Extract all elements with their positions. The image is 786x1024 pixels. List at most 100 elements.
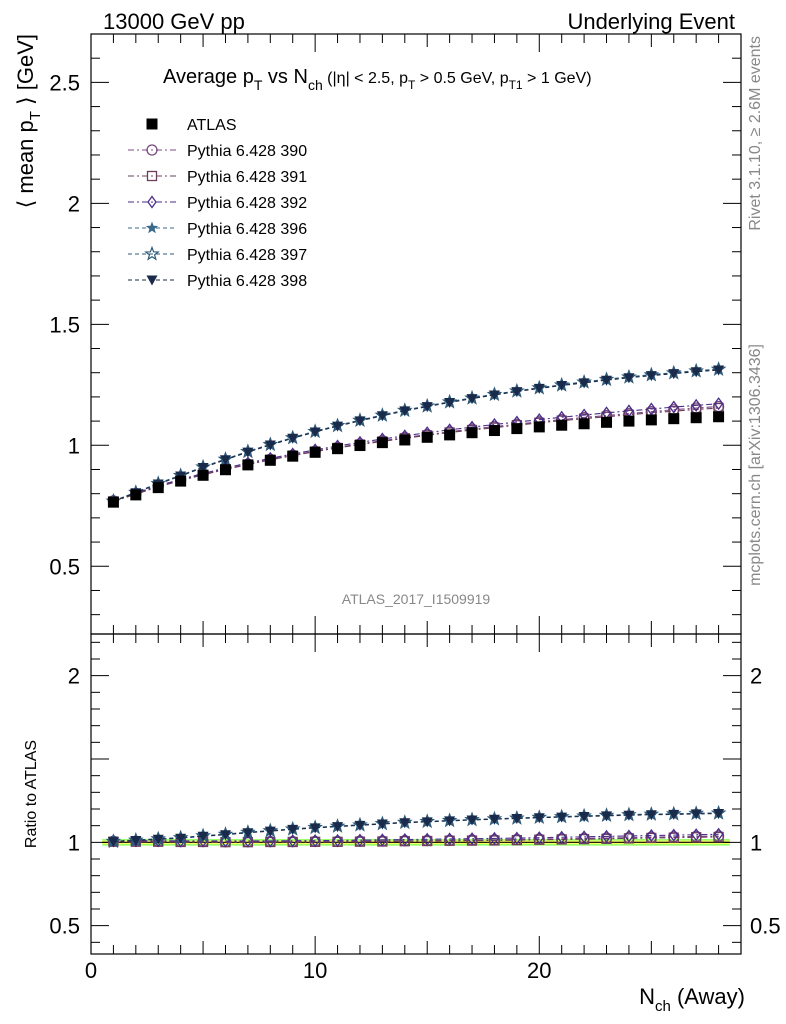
legend-marker-p396 — [145, 221, 159, 234]
series-line-p396 — [113, 368, 719, 502]
point-p398 — [376, 411, 388, 422]
point-data — [421, 431, 433, 443]
ratio-point-p392 — [691, 828, 701, 842]
point-p398 — [354, 416, 366, 427]
point-data — [107, 496, 119, 508]
ratio-point-p398 — [287, 824, 299, 835]
ratio-line-p398 — [113, 813, 719, 843]
point-data — [376, 437, 388, 449]
ratio-point-p391 — [668, 832, 679, 843]
ratio-point-p398 — [533, 813, 545, 824]
ratio-point-p392 — [355, 833, 365, 847]
point-data — [690, 412, 702, 424]
point-p398 — [332, 421, 344, 432]
ratio-y-tick-label-right: 1 — [750, 830, 762, 855]
point-p392 — [668, 400, 679, 414]
ratio-point-p398 — [556, 812, 568, 823]
legend-marker-p397 — [144, 245, 160, 261]
x-tick-label: 20 — [527, 958, 551, 983]
point-p398 — [623, 373, 635, 384]
point-data — [197, 469, 209, 481]
ratio-y-tick-label-right: 2 — [750, 664, 762, 689]
point-p398 — [197, 463, 209, 474]
ratio-point-p392 — [579, 830, 589, 844]
ratio-point-p391 — [578, 833, 590, 845]
legend-label-p397: Pythia 6.428 397 — [187, 247, 307, 264]
header-left: 13000 GeV pp — [103, 9, 245, 34]
ratio-point-p398 — [713, 809, 725, 820]
point-data — [623, 415, 635, 427]
x-tick-label: 10 — [303, 958, 327, 983]
point-data — [242, 459, 254, 471]
point-p398 — [444, 397, 456, 408]
series-line-p397 — [113, 368, 719, 502]
rivet-version-label: Rivet 3.1.10, ≥ 2.6M events — [747, 36, 764, 231]
ratio-point-p392 — [287, 834, 298, 848]
series-line-p398 — [113, 369, 719, 502]
y-tick-label: 2.5 — [49, 70, 80, 95]
x-tick-label: 0 — [85, 958, 97, 983]
ratio-point-p398 — [399, 818, 411, 829]
point-data — [511, 423, 523, 435]
ratio-uncertainty-band — [102, 839, 730, 846]
ratio-point-p398 — [264, 826, 276, 837]
point-data — [668, 413, 680, 425]
y-tick-label: 0.5 — [49, 554, 80, 579]
point-data — [488, 425, 500, 437]
legend-marker-p390 — [146, 144, 158, 156]
ratio-y-axis-label: Ratio to ATLAS — [23, 740, 40, 848]
ratio-line-p391 — [113, 836, 719, 843]
y-tick-label: 2 — [68, 191, 80, 216]
ratio-point-p392 — [624, 829, 634, 843]
point-p398 — [713, 365, 725, 376]
ratio-y-tick-label: 1 — [68, 830, 80, 855]
point-p398 — [219, 455, 231, 466]
point-data — [713, 411, 725, 423]
ratio-line-p392 — [113, 833, 719, 842]
ratio-point-p398 — [623, 810, 635, 821]
point-data — [466, 427, 478, 439]
point-p398 — [690, 367, 702, 378]
ratio-point-p392 — [444, 832, 455, 846]
ratio-plot-series — [105, 804, 727, 849]
point-p398 — [578, 378, 590, 389]
legend-label-data: ATLAS — [187, 117, 237, 134]
ratio-point-p398 — [332, 822, 344, 833]
legend-label-p396: Pythia 6.428 396 — [187, 221, 307, 238]
ratio-point-p398 — [511, 813, 523, 824]
point-data — [556, 419, 568, 431]
analysis-watermark: ATLAS_2017_I1509919 — [342, 591, 491, 607]
ratio-point-p398 — [578, 811, 590, 822]
point-data — [444, 429, 456, 441]
point-data — [332, 443, 344, 455]
ratio-point-p391 — [713, 831, 724, 843]
point-p398 — [242, 447, 254, 458]
point-p398 — [645, 371, 657, 382]
ratio-point-p398 — [242, 828, 254, 839]
ratio-y-tick-label-right: 0.5 — [750, 914, 781, 939]
legend-marker-p392 — [147, 195, 157, 209]
point-p398 — [533, 383, 545, 394]
point-p398 — [287, 433, 299, 444]
ratio-point-p398 — [354, 820, 366, 831]
ratio-point-p392 — [556, 830, 567, 844]
legend: ATLAS Pythia 6.428 390 Pythia 6.428 391 Pyt… — [128, 117, 307, 290]
series-line-p392 — [113, 403, 719, 501]
legend-label-p398: Pythia 6.428 398 — [187, 273, 307, 290]
mcplots-label: mcplots.cern.ch [arXiv:1306.3436] — [747, 344, 764, 586]
ratio-point-p392 — [310, 834, 320, 848]
ratio-point-p398 — [130, 835, 142, 846]
point-p398 — [511, 387, 523, 398]
point-data — [287, 450, 299, 462]
legend-label-p390: Pythia 6.428 390 — [187, 143, 307, 160]
top-y-axis-label: ⟨ mean pT ⟩ [GeV] — [13, 34, 44, 208]
point-data — [354, 440, 366, 452]
ratio-point-p398 — [107, 837, 119, 848]
point-p392 — [713, 397, 724, 411]
ratio-point-p398 — [152, 834, 164, 845]
ratio-y-tick-label: 0.5 — [49, 914, 80, 939]
ratio-point-p398 — [175, 833, 187, 844]
point-data — [578, 418, 590, 430]
point-data — [130, 489, 142, 501]
